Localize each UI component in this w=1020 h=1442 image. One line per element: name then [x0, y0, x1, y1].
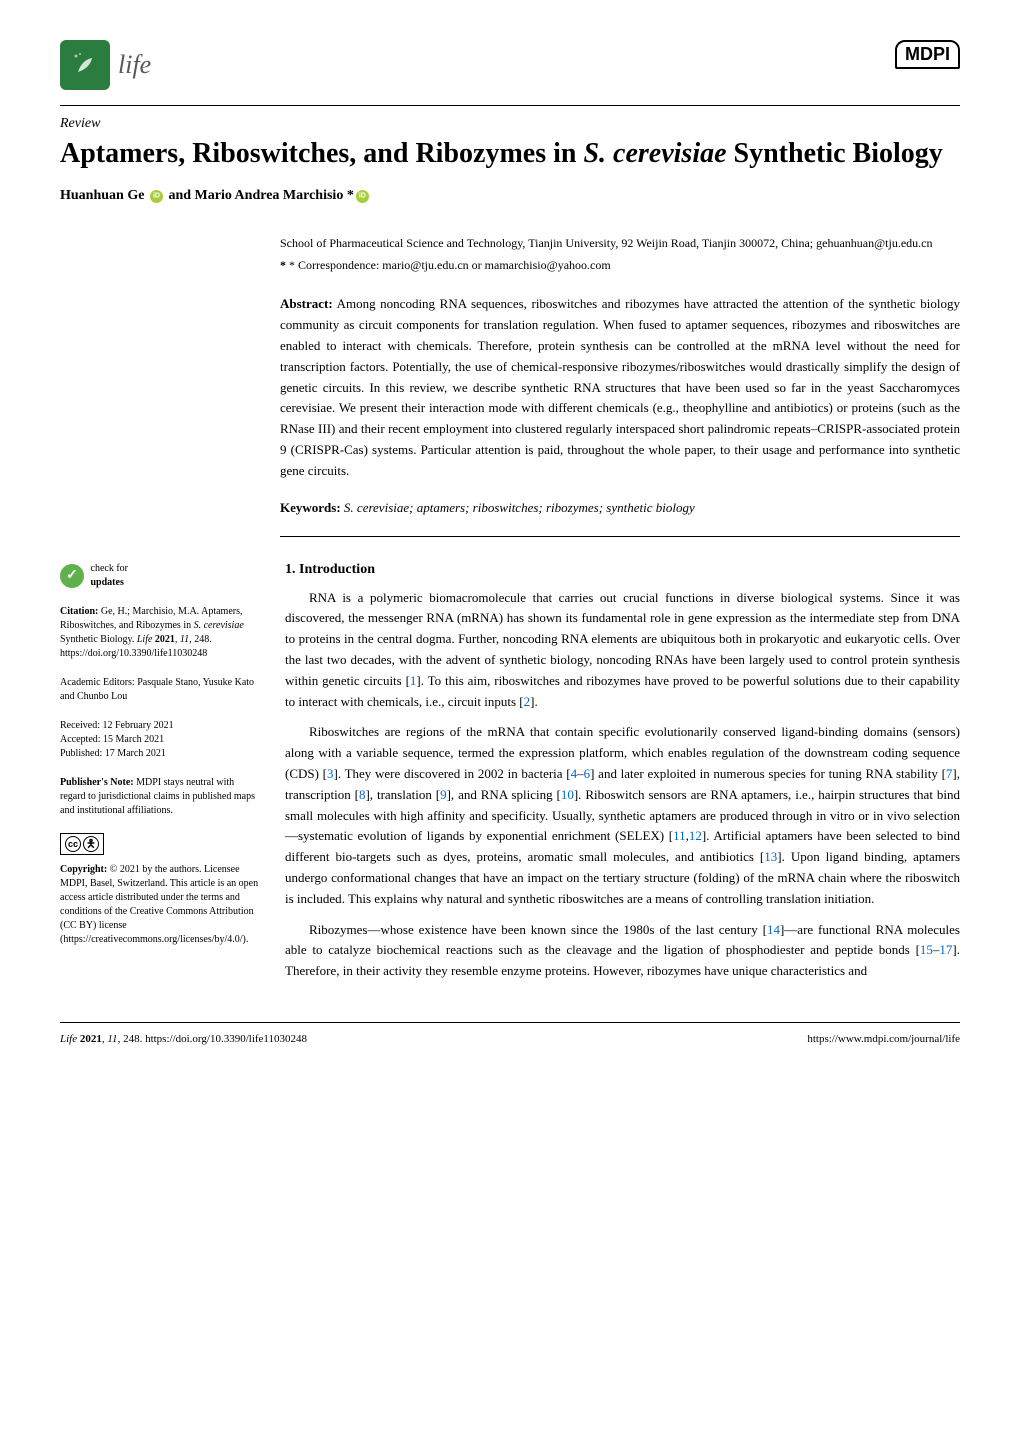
copyright-text: © 2021 by the authors. Licensee MDPI, Ba…	[60, 864, 258, 945]
left-sidebar: check for updates Citation: Ge, H.; Marc…	[60, 562, 260, 992]
abstract-label: Abstract:	[280, 296, 333, 311]
by-circle-icon: 🯅	[83, 836, 99, 852]
ref-link[interactable]: 10	[561, 787, 574, 802]
ref-link[interactable]: 3	[327, 766, 334, 781]
leaf-icon	[70, 50, 100, 80]
ref-link[interactable]: 11	[673, 828, 686, 843]
intro-p2: Riboswitches are regions of the mRNA tha…	[285, 722, 960, 909]
affiliation-text: School of Pharmaceutical Science and Tec…	[280, 234, 960, 252]
article-type: Review	[60, 116, 960, 132]
ref-link[interactable]: 6	[584, 766, 591, 781]
orcid-icon	[356, 190, 369, 203]
header: life MDPI	[60, 40, 960, 90]
intro-p3: Ribozymes—whose existence have been know…	[285, 920, 960, 982]
journal-logo: life	[60, 40, 151, 90]
editors-label: Academic Editors:	[60, 677, 135, 688]
journal-name: life	[118, 50, 151, 80]
abstract: Abstract: Among noncoding RNA sequences,…	[280, 294, 960, 481]
intro-p1: RNA is a polymeric biomacromolecule that…	[285, 588, 960, 713]
footer-left: Life 2021, 11, 248. https://doi.org/10.3…	[60, 1033, 307, 1045]
affiliation: School of Pharmaceutical Science and Tec…	[280, 234, 960, 274]
orcid-icon	[150, 190, 163, 203]
ref-link[interactable]: 8	[359, 787, 366, 802]
correspondence: * * Correspondence: mario@tju.edu.cn or …	[280, 256, 960, 274]
editors-section: Academic Editors: Pasquale Stano, Yusuke…	[60, 676, 260, 704]
ref-link[interactable]: 7	[946, 766, 953, 781]
footer: Life 2021, 11, 248. https://doi.org/10.3…	[60, 1022, 960, 1045]
ref-link[interactable]: 15	[920, 942, 933, 957]
accepted-date: Accepted: 15 March 2021	[60, 733, 260, 747]
copyright-label: Copyright:	[60, 864, 107, 875]
keywords-text: S. cerevisiae; aptamers; riboswitches; r…	[344, 500, 695, 515]
check-updates-text: check for updates	[91, 562, 128, 590]
check-icon	[60, 564, 84, 588]
journal-icon	[60, 40, 110, 90]
abstract-text: Among noncoding RNA sequences, riboswitc…	[280, 296, 960, 477]
published-date: Published: 17 March 2021	[60, 747, 260, 761]
dates-section: Received: 12 February 2021 Accepted: 15 …	[60, 719, 260, 761]
license-section: cc 🯅 Copyright: © 2021 by the authors. L…	[60, 833, 260, 947]
ref-link[interactable]: 2	[524, 694, 531, 709]
cc-license-icon: cc 🯅	[60, 833, 104, 855]
keywords-label: Keywords:	[280, 500, 341, 515]
body-wrapper: check for updates Citation: Ge, H.; Marc…	[60, 562, 960, 992]
ref-link[interactable]: 4	[571, 766, 578, 781]
authors: Huanhuan Ge and Mario Andrea Marchisio *	[60, 188, 960, 204]
ref-link[interactable]: 14	[767, 922, 780, 937]
publishers-note-section: Publisher's Note: MDPI stays neutral wit…	[60, 776, 260, 818]
check-updates[interactable]: check for updates	[60, 562, 260, 590]
article-title: Aptamers, Riboswitches, and Ribozymes in…	[60, 136, 960, 172]
received-date: Received: 12 February 2021	[60, 719, 260, 733]
ref-link[interactable]: 9	[440, 787, 447, 802]
ref-link[interactable]: 12	[689, 828, 702, 843]
publisher-logo: MDPI	[895, 40, 960, 69]
abstract-divider	[280, 536, 960, 537]
section-title: 1. Introduction	[285, 562, 960, 578]
ref-link[interactable]: 13	[764, 849, 777, 864]
keywords: Keywords: S. cerevisiae; aptamers; ribos…	[280, 500, 960, 516]
citation-section: Citation: Ge, H.; Marchisio, M.A. Aptame…	[60, 605, 260, 661]
footer-right: https://www.mdpi.com/journal/life	[807, 1033, 960, 1045]
cc-circle-icon: cc	[65, 836, 81, 852]
ref-link[interactable]: 1	[410, 673, 417, 688]
header-divider	[60, 105, 960, 106]
body-main: 1. Introduction RNA is a polymeric bioma…	[285, 562, 960, 992]
citation-label: Citation:	[60, 606, 98, 617]
publishers-note-label: Publisher's Note:	[60, 777, 134, 788]
ref-link[interactable]: 17	[939, 942, 952, 957]
